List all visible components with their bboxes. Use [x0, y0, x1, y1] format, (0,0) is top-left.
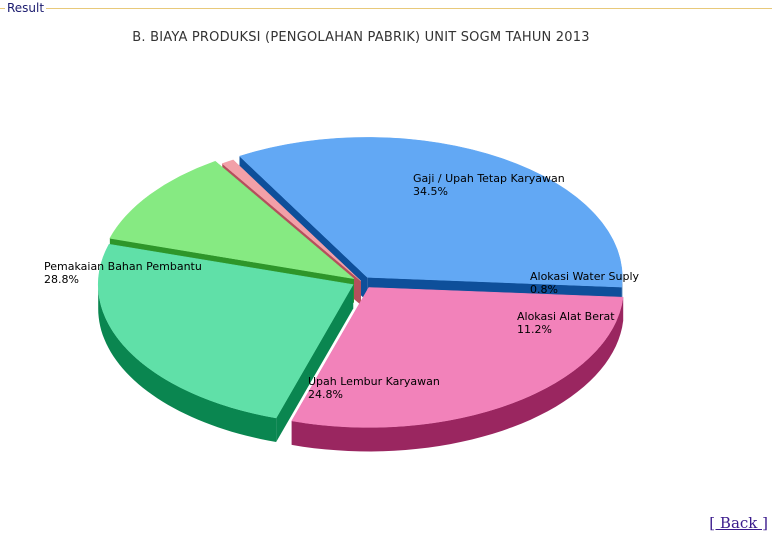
pie-slice: [239, 137, 623, 288]
slice-percent-label: 0.8%: [530, 283, 558, 296]
pie-slice: [97, 243, 354, 419]
panel-border: [0, 8, 772, 9]
pie-tops: [97, 137, 624, 428]
slice-label: Upah Lembur Karyawan: [308, 375, 440, 388]
chart-title: B. BIAYA PRODUKSI (PENGOLAHAN PABRIK) UN…: [132, 30, 590, 45]
slice-label: Alokasi Alat Berat: [517, 310, 615, 323]
back-link[interactable]: [ Back ]: [709, 514, 768, 532]
slice-percent-label: 24.8%: [308, 388, 343, 401]
pie-slice: [221, 159, 362, 282]
pie-slice: [109, 160, 355, 280]
slice-label: Pemakaian Bahan Pembantu: [44, 260, 202, 273]
slice-percent-label: 28.8%: [44, 273, 79, 286]
slice-label: Gaji / Upah Tetap Karyawan: [413, 172, 565, 185]
slice-percent-label: 34.5%: [413, 185, 448, 198]
slice-percent-label: 11.2%: [517, 323, 552, 336]
slice-rim: [291, 297, 624, 452]
slice-label: Alokasi Water Suply: [530, 270, 640, 283]
slice-rim: [98, 284, 277, 442]
pie-slice: [291, 287, 624, 428]
panel-legend: Result: [5, 1, 47, 15]
slice-side-wall: [276, 284, 354, 443]
